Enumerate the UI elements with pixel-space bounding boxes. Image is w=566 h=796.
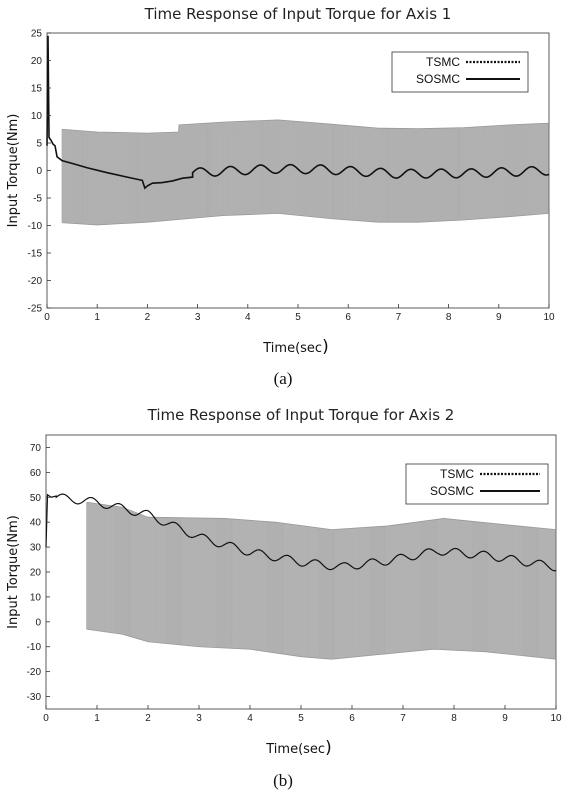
x-tick-label: 5 <box>295 312 301 323</box>
y-tick-label: 20 <box>31 56 43 67</box>
x-tick-label: 9 <box>502 713 508 724</box>
sosmc-series-line <box>46 35 550 190</box>
figure-b: Time Response of Input Torque for Axis 2… <box>0 398 566 796</box>
x-tick-label: 8 <box>446 312 452 323</box>
x-tick-label: 4 <box>247 713 253 724</box>
chart-title: Time Response of Input Torque for Axis 2 <box>147 406 455 424</box>
chart-title: Time Response of Input Torque for Axis 1 <box>144 5 452 23</box>
legend-label-tsmc: TSMC <box>440 467 474 481</box>
x-tick-label: 7 <box>396 312 402 323</box>
x-axis-label-paren: ) <box>322 337 329 357</box>
tsmc-series <box>86 501 557 660</box>
sosmc-series-line <box>45 493 557 572</box>
x-tick-label: 0 <box>43 713 49 724</box>
legend-label-sosmc: SOSMC <box>416 72 460 86</box>
x-axis-label: Time(sec) <box>262 337 328 357</box>
x-axis-label-text: Time(sec <box>262 341 322 356</box>
x-tick-label: 7 <box>400 713 406 724</box>
x-tick-label: 0 <box>44 312 50 323</box>
y-tick-label: -10 <box>27 642 42 653</box>
x-tick-label: 2 <box>145 713 151 724</box>
y-tick-label: -30 <box>27 692 42 703</box>
x-axis-label: Time(sec) <box>265 738 331 758</box>
x-tick-label: 9 <box>496 312 502 323</box>
x-axis-label-paren: ) <box>325 738 332 758</box>
y-tick-label: 25 <box>31 29 43 40</box>
x-tick-label: 6 <box>349 713 355 724</box>
legend: TSMC SOSMC <box>391 51 529 93</box>
tsmc-upper-envelope <box>62 119 550 134</box>
figure-caption: (b) <box>273 771 293 790</box>
x-tick-label: 3 <box>195 312 201 323</box>
y-axis-label: Input Torque(Nm) <box>6 114 21 228</box>
legend-label-sosmc: SOSMC <box>430 484 474 498</box>
x-tick-label: 3 <box>196 713 202 724</box>
x-tick-label: 5 <box>298 713 304 724</box>
x-tick-label: 1 <box>94 713 100 724</box>
x-tick-label: 10 <box>550 713 562 724</box>
chart-a: Time Response of Input Torque for Axis 1… <box>6 5 555 388</box>
y-tick-label: 10 <box>30 592 42 603</box>
y-tick-label: 10 <box>31 111 43 122</box>
tsmc-lower-envelope <box>62 212 550 226</box>
y-tick-label: 15 <box>31 84 43 95</box>
x-tick-label: 2 <box>145 312 151 323</box>
y-tick-label: -20 <box>28 276 43 287</box>
y-tick-label: 0 <box>36 166 42 177</box>
y-tick-label: -25 <box>28 304 43 315</box>
x-tick-label: 1 <box>94 312 100 323</box>
y-tick-label: 0 <box>35 617 41 628</box>
x-tick-label: 8 <box>451 713 457 724</box>
x-tick-label: 10 <box>543 312 555 323</box>
y-tick-label: 50 <box>30 493 42 504</box>
chart-b: Time Response of Input Torque for Axis 2… <box>6 406 562 790</box>
y-tick-label: 30 <box>30 543 42 554</box>
figure-a: Time Response of Input Torque for Axis 1… <box>0 0 566 395</box>
y-axis-label: Input Torque(Nm) <box>6 515 21 629</box>
y-tick-label: 5 <box>36 139 42 150</box>
tsmc-lower-envelope <box>86 628 557 660</box>
y-tick-label: 60 <box>30 468 42 479</box>
figure-caption: (a) <box>274 369 293 388</box>
x-tick-label: 4 <box>245 312 251 323</box>
y-tick-label: 20 <box>30 568 42 579</box>
y-tick-label: 70 <box>30 443 42 454</box>
y-tick-label: -10 <box>28 221 43 232</box>
y-tick-label: -5 <box>33 194 42 205</box>
x-tick-label: 6 <box>345 312 351 323</box>
legend: TSMC SOSMC <box>405 463 549 505</box>
legend-box <box>405 463 549 505</box>
y-tick-label: 40 <box>30 518 42 529</box>
tsmc-chatter-band <box>86 502 557 660</box>
legend-box <box>391 51 529 93</box>
x-axis-label-text: Time(sec <box>265 742 325 757</box>
y-tick-label: -15 <box>28 249 43 260</box>
y-tick-label: -20 <box>27 667 42 678</box>
legend-label-tsmc: TSMC <box>426 55 460 69</box>
tsmc-upper-envelope <box>86 501 557 531</box>
